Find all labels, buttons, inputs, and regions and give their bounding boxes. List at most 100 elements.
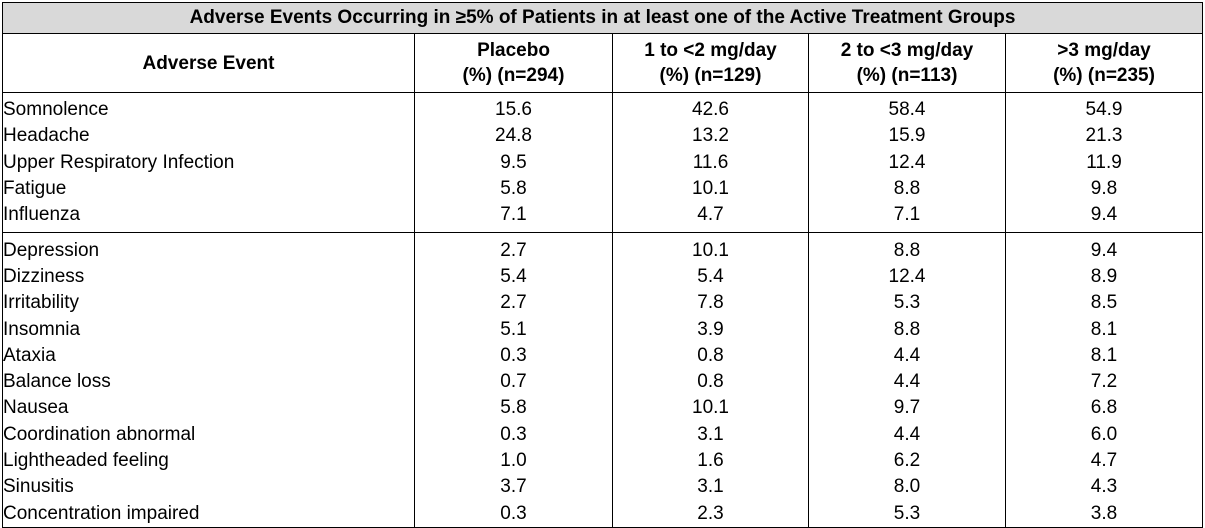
column-header-line1: 2 to <3 mg/day: [840, 40, 974, 61]
percent-cell: 10.1: [612, 395, 809, 422]
adverse-event-name: Influenza: [2, 202, 415, 233]
percent-cell: 4.4: [808, 421, 1006, 448]
percent-cell: 8.8: [808, 175, 1006, 203]
column-header-line1: Placebo: [477, 40, 550, 61]
percent-cell: 7.1: [414, 202, 613, 233]
percent-cell: 4.7: [1004, 447, 1204, 475]
percent-cell: 8.9: [1004, 263, 1204, 291]
percent-cell: 13.2: [612, 123, 809, 150]
percent-cell: 7.8: [612, 290, 809, 317]
column-header-line2: (%) (n=113): [856, 65, 958, 86]
percent-cell: 0.8: [612, 368, 809, 396]
column-header-line2: (%) (n=235): [1053, 65, 1155, 86]
table-row: Upper Respiratory Infection 9.5 11.6 12.4 11…: [2, 149, 1204, 176]
table-title: Adverse Events Occurring in ≥5% of Patie…: [1, 2, 1204, 34]
percent-cell: 4.7: [612, 202, 809, 233]
table-row: Irritability 2.7 7.8 5.3 8.5: [2, 290, 1204, 317]
percent-cell: 8.8: [808, 232, 1006, 264]
percent-cell: 3.1: [612, 421, 809, 448]
table-row: Concentration impaired 0.3 2.3 5.3 3.8: [2, 500, 1204, 528]
percent-cell: 5.4: [414, 263, 613, 291]
table-title-row: Adverse Events Occurring in ≥5% of Patie…: [1, 2, 1204, 34]
percent-cell: 6.0: [1004, 421, 1204, 448]
percent-cell: 9.7: [808, 395, 1006, 422]
table-header-row: Adverse Event Placebo (%) (n=294) 1 to <…: [2, 33, 1204, 93]
adverse-event-name: Sinusitis: [2, 474, 415, 501]
percent-cell: 2.7: [414, 290, 613, 317]
percent-cell: 8.0: [808, 474, 1006, 501]
column-header-1-to-2-mg: 1 to <2 mg/day (%) (n=129): [612, 33, 809, 93]
column-header-line2: (%) (n=294): [462, 65, 565, 86]
percent-cell: 5.4: [612, 263, 809, 291]
percent-cell: 7.1: [808, 202, 1006, 233]
percent-cell: 0.3: [414, 342, 613, 369]
adverse-event-name: Ataxia: [2, 342, 415, 369]
percent-cell: 8.1: [1004, 342, 1204, 369]
column-header-line1: >3 mg/day: [1057, 40, 1151, 61]
percent-cell: 10.1: [612, 175, 809, 203]
percent-cell: 3.7: [414, 474, 613, 501]
percent-cell: 6.2: [808, 447, 1006, 475]
percent-cell: 9.4: [1004, 202, 1204, 233]
adverse-event-name: Upper Respiratory Infection: [2, 149, 415, 176]
table-row: Balance loss 0.7 0.8 4.4 7.2: [2, 368, 1204, 396]
column-header-adverse-event: Adverse Event: [2, 33, 415, 93]
column-header-line1: Adverse Event: [142, 52, 275, 74]
percent-cell: 3.8: [1004, 500, 1204, 528]
adverse-event-name: Fatigue: [2, 175, 415, 203]
table-row: Fatigue 5.8 10.1 8.8 9.8: [2, 175, 1204, 203]
table-row: Headache 24.8 13.2 15.9 21.3: [2, 123, 1204, 150]
percent-cell: 58.4: [808, 92, 1006, 124]
table-row: Ataxia 0.3 0.8 4.4 8.1: [2, 342, 1204, 369]
percent-cell: 15.9: [808, 123, 1006, 150]
adverse-event-name: Concentration impaired: [2, 500, 415, 528]
percent-cell: 5.3: [808, 290, 1006, 317]
table-row: Coordination abnormal 0.3 3.1 4.4 6.0: [2, 421, 1204, 448]
adverse-event-name: Headache: [2, 123, 415, 150]
percent-cell: 12.4: [808, 263, 1006, 291]
adverse-event-name: Somnolence: [2, 92, 415, 124]
table-body: Somnolence 15.6 42.6 58.4 54.9 Headache 24.8 13…: [2, 92, 1204, 528]
percent-cell: 1.0: [414, 447, 613, 475]
percent-cell: 11.9: [1004, 149, 1204, 176]
table-row: Influenza 7.1 4.7 7.1 9.4: [2, 202, 1204, 233]
table-row: Nausea 5.8 10.1 9.7 6.8: [2, 395, 1204, 422]
percent-cell: 2.3: [612, 500, 809, 528]
percent-cell: 8.1: [1004, 316, 1204, 343]
table-row: Sinusitis 3.7 3.1 8.0 4.3: [2, 474, 1204, 501]
percent-cell: 4.3: [1004, 474, 1204, 501]
percent-cell: 4.4: [808, 368, 1006, 396]
percent-cell: 5.8: [414, 395, 613, 422]
percent-cell: 5.8: [414, 175, 613, 203]
column-header-over-3-mg: >3 mg/day (%) (n=235): [1004, 33, 1204, 93]
percent-cell: 8.8: [808, 316, 1006, 343]
percent-cell: 3.9: [612, 316, 809, 343]
percent-cell: 9.5: [414, 149, 613, 176]
percent-cell: 10.1: [612, 232, 809, 264]
percent-cell: 54.9: [1004, 92, 1204, 124]
percent-cell: 0.8: [612, 342, 809, 369]
adverse-event-name: Irritability: [2, 290, 415, 317]
column-header-line1: 1 to <2 mg/day: [644, 40, 777, 61]
percent-cell: 7.2: [1004, 368, 1204, 396]
adverse-event-name: Lightheaded feeling: [2, 447, 415, 475]
percent-cell: 9.4: [1004, 232, 1204, 264]
percent-cell: 8.5: [1004, 290, 1204, 317]
percent-cell: 15.6: [414, 92, 613, 124]
table-row: Somnolence 15.6 42.6 58.4 54.9: [2, 92, 1204, 124]
table-row: Lightheaded feeling 1.0 1.6 6.2 4.7: [2, 447, 1204, 475]
percent-cell: 11.6: [612, 149, 809, 176]
adverse-event-name: Balance loss: [2, 368, 415, 396]
adverse-event-name: Depression: [2, 232, 415, 264]
adverse-event-name: Dizziness: [2, 263, 415, 291]
percent-cell: 21.3: [1004, 123, 1204, 150]
percent-cell: 4.4: [808, 342, 1006, 369]
adverse-event-name: Nausea: [2, 395, 415, 422]
percent-cell: 24.8: [414, 123, 613, 150]
percent-cell: 1.6: [612, 447, 809, 475]
percent-cell: 0.3: [414, 500, 613, 528]
percent-cell: 5.3: [808, 500, 1006, 528]
adverse-event-name: Coordination abnormal: [2, 421, 415, 448]
column-header-line2: (%) (n=129): [659, 65, 762, 86]
